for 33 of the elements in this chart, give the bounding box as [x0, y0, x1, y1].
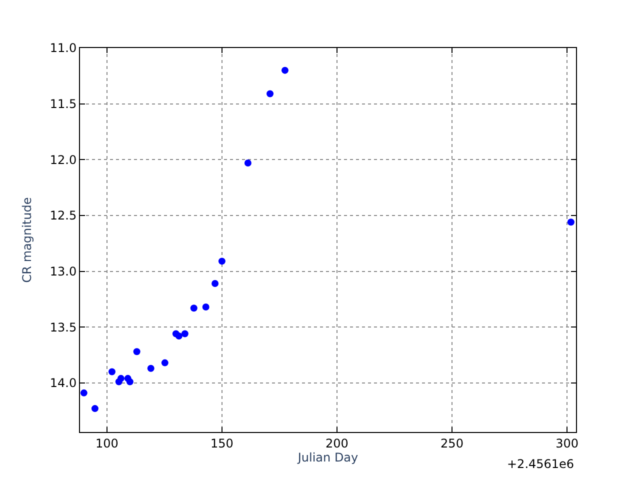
y-axis-title: CR magnitude	[20, 197, 34, 283]
point	[567, 218, 574, 226]
point	[108, 368, 116, 376]
x-tick-label: 200	[326, 436, 348, 450]
y-tick-label: 11.0	[50, 41, 77, 56]
y-tick-label: 14.0	[50, 376, 77, 390]
point	[281, 66, 288, 74]
x-tick-label: 250	[440, 436, 464, 450]
point	[181, 330, 188, 338]
y-tick-label: 12.0	[50, 152, 77, 167]
point	[161, 359, 168, 366]
y-tick-label: 13.0	[50, 264, 77, 278]
point	[266, 90, 274, 98]
x-tick-label: 100	[95, 436, 118, 450]
point	[190, 304, 198, 312]
y-tick-label: 12.5	[50, 208, 77, 223]
x-tick-label: 150	[210, 436, 234, 450]
point	[147, 364, 154, 372]
point	[202, 303, 210, 310]
point	[133, 348, 140, 356]
x-axis-title: Julian Day	[296, 450, 358, 464]
text: +2.4561e6	[507, 457, 574, 471]
point	[126, 378, 134, 386]
point	[244, 159, 252, 166]
point	[175, 332, 182, 340]
point	[91, 405, 98, 412]
point	[212, 280, 219, 288]
y-tick-label: 13.5	[50, 320, 77, 334]
point	[218, 258, 226, 265]
point	[80, 389, 88, 396]
point	[117, 374, 124, 382]
y-tick-label: 11.5	[50, 97, 77, 112]
x-tick-label: 300	[556, 436, 578, 450]
